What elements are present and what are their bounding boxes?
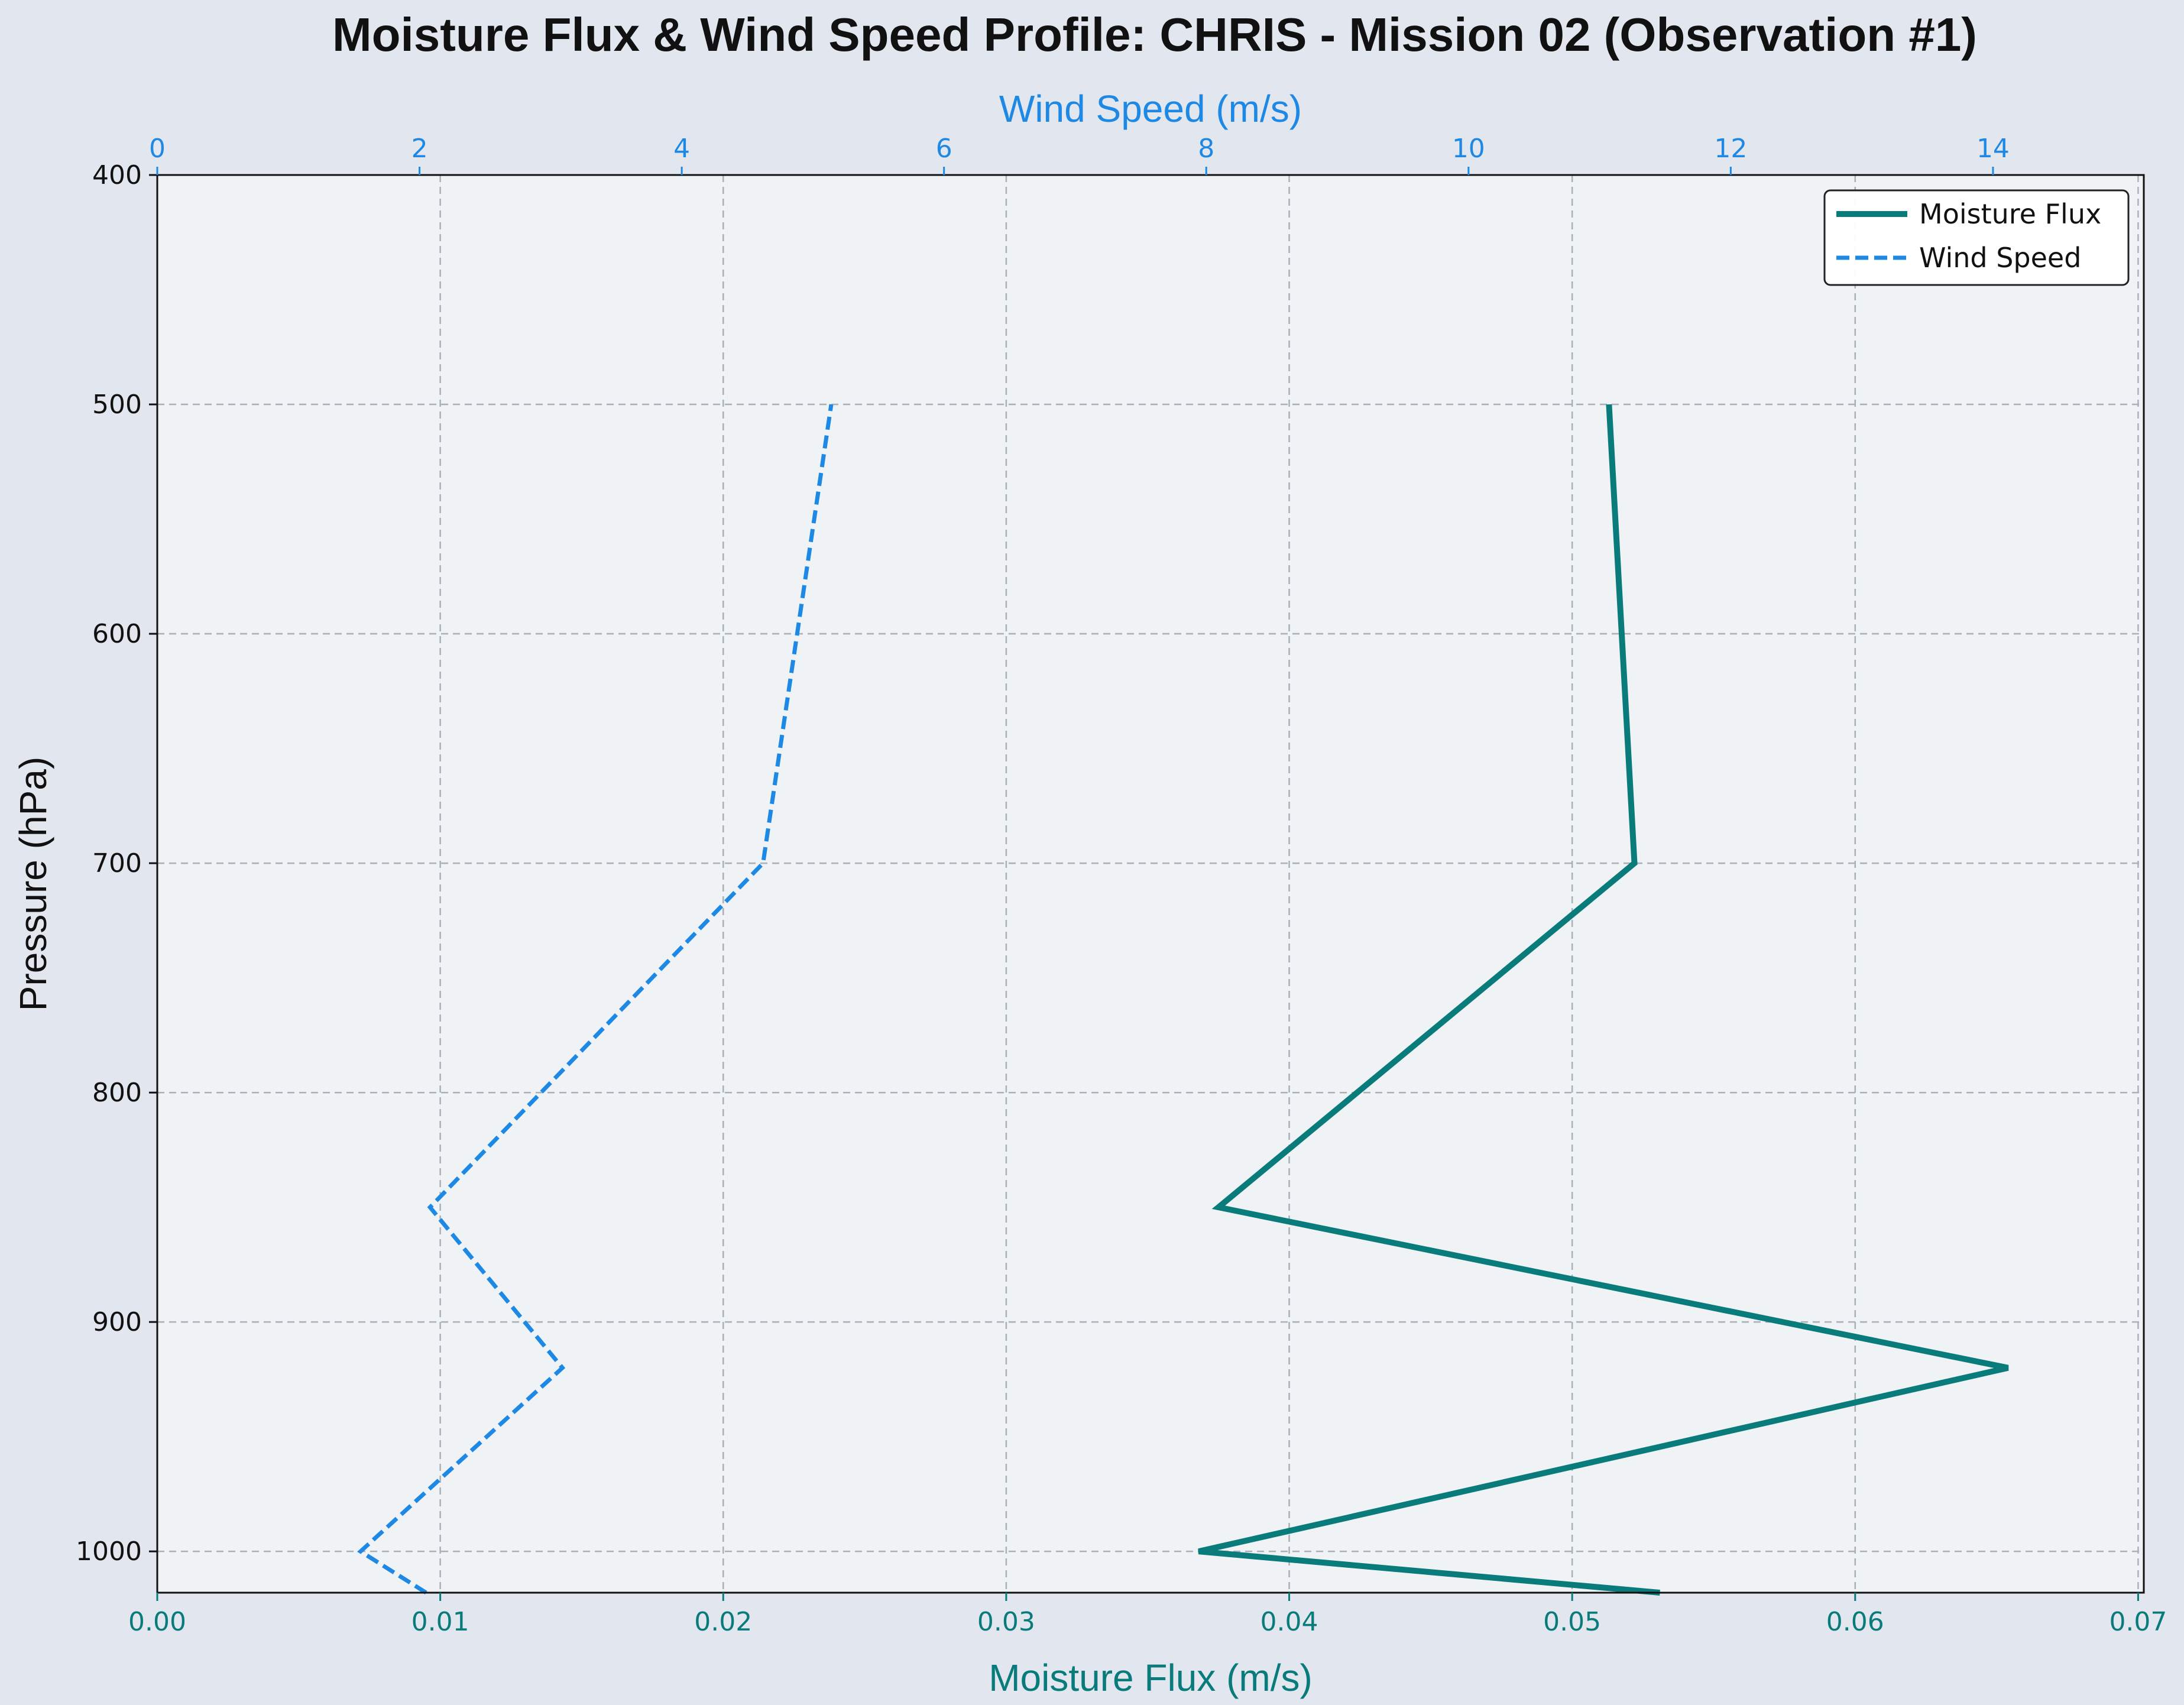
x-bottom-tick-label: 0.05 bbox=[1543, 1607, 1601, 1637]
y-tick-label: 1000 bbox=[76, 1537, 142, 1567]
legend-moisture-flux-label: Moisture Flux bbox=[1919, 198, 2101, 230]
chart-title: Moisture Flux & Wind Speed Profile: CHRI… bbox=[332, 8, 1977, 61]
legend: Moisture Flux Wind Speed bbox=[1823, 189, 2130, 286]
wind-speed-series bbox=[357, 404, 834, 1594]
x-bottom-tick-label: 0.06 bbox=[1826, 1607, 1884, 1637]
moisture-flux-line bbox=[1198, 404, 2009, 1596]
grid-lines bbox=[157, 175, 2144, 1593]
y-tick-label: 500 bbox=[92, 390, 142, 420]
y-tick-label: 900 bbox=[92, 1307, 142, 1337]
x-top-tick-label: 8 bbox=[1198, 134, 1214, 164]
x-axis-top-label: Wind Speed (m/s) bbox=[999, 87, 1302, 130]
moisture-flux-axis: 0.00 0.01 0.02 0.03 0.04 0.05 0.06 0.07 bbox=[128, 1593, 2167, 1637]
x-bottom-tick-label: 0.01 bbox=[411, 1607, 469, 1637]
x-top-tick-label: 6 bbox=[936, 134, 952, 164]
x-top-tick-label: 2 bbox=[411, 134, 428, 164]
x-bottom-tick-label: 0.00 bbox=[128, 1607, 186, 1637]
y-tick-label: 600 bbox=[92, 619, 142, 649]
plot-frame bbox=[156, 174, 2145, 1594]
x-bottom-tick-label: 0.03 bbox=[977, 1607, 1035, 1637]
x-bottom-tick-label: 0.02 bbox=[694, 1607, 752, 1637]
x-top-tick-label: 10 bbox=[1452, 134, 1485, 164]
moisture-flux-series bbox=[1198, 404, 2009, 1596]
x-top-tick-label: 12 bbox=[1714, 134, 1747, 164]
y-axis-label: Pressure (hPa) bbox=[12, 757, 54, 1011]
x-bottom-tick-label: 0.07 bbox=[2109, 1607, 2167, 1637]
plot-area bbox=[157, 175, 2144, 1593]
pressure-axis: 400 500 600 700 800 900 1000 bbox=[76, 160, 157, 1567]
x-top-tick-label: 0 bbox=[149, 134, 166, 164]
x-axis-bottom-label: Moisture Flux (m/s) bbox=[989, 1657, 1313, 1699]
wind-speed-axis: 0 2 4 6 8 10 12 14 bbox=[149, 134, 2010, 175]
y-tick-label: 700 bbox=[92, 848, 142, 879]
x-top-tick-label: 14 bbox=[1976, 134, 2010, 164]
x-bottom-tick-label: 0.04 bbox=[1261, 1607, 1318, 1637]
y-tick-label: 800 bbox=[92, 1078, 142, 1108]
wind-speed-line bbox=[357, 404, 834, 1594]
x-top-tick-label: 4 bbox=[673, 134, 690, 164]
y-tick-label: 400 bbox=[92, 160, 142, 190]
legend-wind-speed-label: Wind Speed bbox=[1919, 242, 2081, 274]
